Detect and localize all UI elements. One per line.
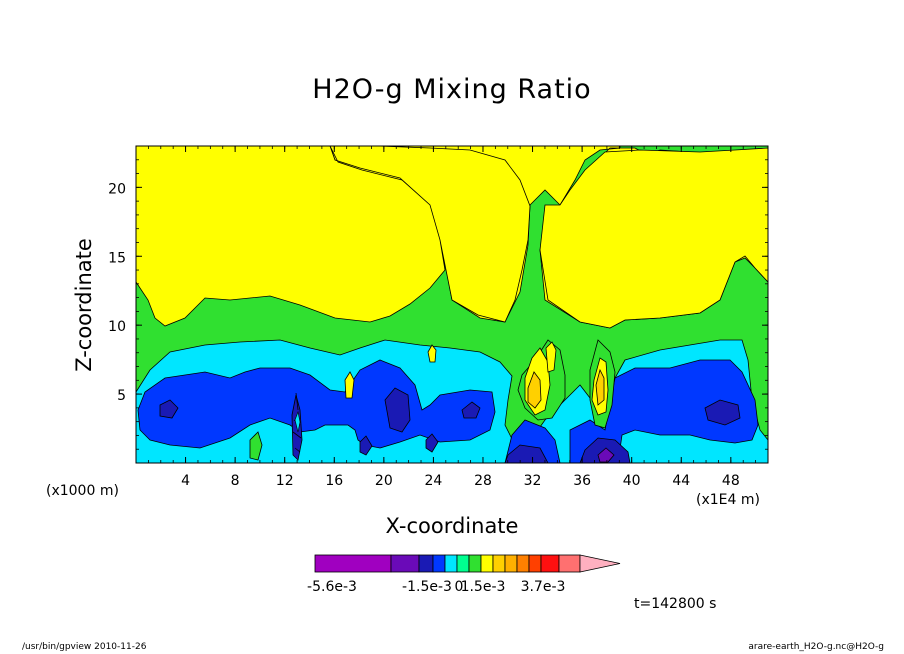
colorbar-tick-label: 0 — [455, 579, 464, 595]
contour-intrusion-green-1 — [249, 431, 263, 461]
y-tick-label: 5 — [117, 388, 126, 404]
contour-core-orange-2 — [595, 368, 605, 406]
contour-column-cyan — [294, 410, 301, 433]
colorbar-segment — [540, 554, 560, 573]
x-tick-label: 36 — [573, 473, 591, 489]
contour-core-purple — [597, 447, 615, 463]
y-tick-label: 10 — [108, 319, 126, 335]
chart-title: H2O-g Mixing Ratio — [312, 74, 592, 105]
colorbar-tick-label: -5.6e-3 — [307, 579, 357, 595]
contour-core-navy-2 — [384, 387, 411, 433]
colorbar-segment — [492, 554, 506, 573]
contour-band-yellow-left — [136, 146, 531, 327]
colorbar-segment — [314, 554, 392, 573]
x-tick-label: 16 — [325, 473, 343, 489]
colorbar-segment — [516, 554, 530, 573]
colorbar-segment — [456, 554, 470, 573]
contour-field — [136, 146, 768, 463]
colorbar-tick-label: 3.7e-3 — [521, 579, 566, 595]
y-axis: 5 10 15 20 — [108, 145, 768, 450]
x-tick-label: 48 — [722, 473, 740, 489]
contour-plume-yellow-3 — [427, 344, 437, 363]
colorbar-tick-label: -1.5e-3 — [402, 579, 452, 595]
x-tick-label: 44 — [672, 473, 690, 489]
colorbar-segment — [480, 554, 494, 573]
x-axis-label: X-coordinate — [385, 514, 519, 538]
contour-core-navy-1 — [159, 399, 179, 419]
colorbar-segment — [418, 554, 434, 573]
y-axis-label: Z-coordinate — [72, 238, 96, 372]
y-tick-label: 20 — [108, 181, 126, 197]
x-tick-label: 24 — [424, 473, 442, 489]
y-tick-label: 15 — [108, 250, 126, 266]
colorbar-segment — [528, 554, 542, 573]
time-label: t=142800 s — [634, 596, 717, 612]
footer-right: arare-earth_H2O-g.nc@H2O-g — [748, 642, 884, 652]
x-tick-label: 8 — [231, 473, 240, 489]
colorbar-segment — [444, 554, 458, 573]
contour-plume-yellow-5 — [545, 341, 557, 373]
x-tick-label: 20 — [375, 473, 393, 489]
x-unit-label: (x1000 m) — [46, 483, 119, 499]
x-scale-label: (x1E4 m) — [696, 492, 760, 508]
x-tick-label: 12 — [276, 473, 294, 489]
colorbar-segment — [432, 554, 446, 573]
contour-band-yellow-right — [539, 147, 768, 329]
x-tick-label: 28 — [474, 473, 492, 489]
colorbar: -5.6e-3 -1.5e-3 01.5e-3 3.7e-3 — [307, 554, 621, 595]
contour-core-navy-8 — [425, 433, 439, 453]
footer-left: /usr/bin/gpview 2010-11-26 — [22, 642, 147, 652]
x-axis: 4 8 12 16 20 24 28 32 36 40 44 48 — [135, 146, 769, 489]
contour-core-orange-1 — [527, 371, 542, 409]
x-tick-label: 32 — [524, 473, 542, 489]
colorbar-segment — [558, 554, 581, 573]
colorbar-arrow — [579, 554, 621, 573]
contour-core-navy-3 — [461, 401, 481, 419]
colorbar-segment — [390, 554, 420, 573]
x-tick-label: 4 — [181, 473, 190, 489]
contour-band-blue — [137, 359, 759, 463]
colorbar-segment — [504, 554, 518, 573]
colorbar-segment — [468, 554, 482, 573]
x-tick-label: 40 — [623, 473, 641, 489]
colorbar-tick-label: 1.5e-3 — [461, 579, 506, 595]
plot-frame — [135, 145, 769, 464]
contour-core-navy-4 — [704, 399, 741, 426]
contour-core-navy-7 — [359, 435, 373, 456]
contour-plume-yellow-4 — [344, 371, 355, 399]
contour-core-navy-5 — [504, 444, 549, 463]
